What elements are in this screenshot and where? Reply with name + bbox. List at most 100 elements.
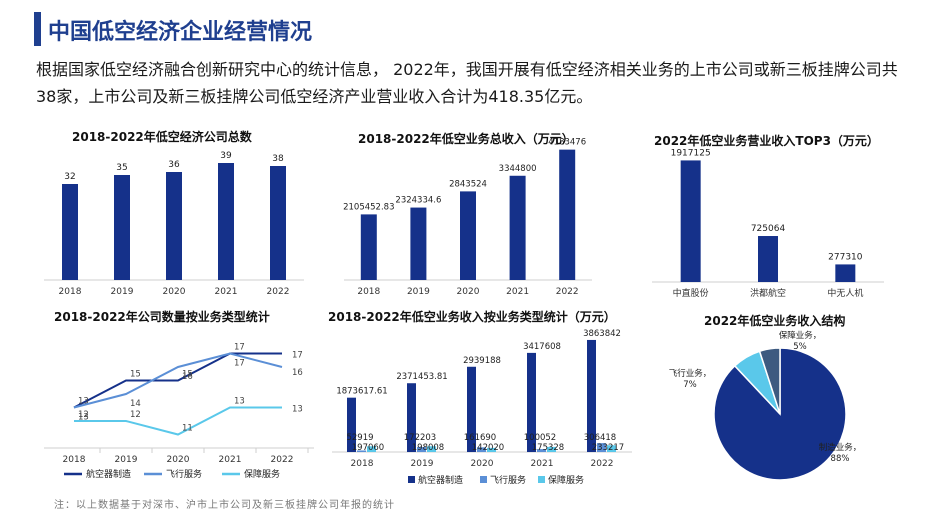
- line-label-1-4: 16: [292, 368, 303, 378]
- title-accent-bar: [34, 12, 41, 46]
- legend-label-0: 航空器制造: [86, 468, 131, 480]
- bar-0-3: [527, 352, 536, 452]
- company-count-title: 2018-2022年低空经济公司总数: [72, 130, 252, 144]
- revenue-by-type-title: 2018-2022年低空业务收入按业务类型统计（万元）: [328, 310, 616, 324]
- legend-swatch-1: [480, 476, 487, 483]
- x-tick-label-1: 2019: [411, 459, 434, 469]
- bar-0-0: [347, 397, 356, 452]
- bar-label-4: 38: [272, 154, 284, 164]
- bar-label-3: 3344800: [499, 164, 537, 174]
- bar-1-2: [477, 447, 486, 452]
- bar-label-1-4: 306418: [584, 433, 616, 443]
- pie-value-1: 7%: [683, 380, 697, 390]
- bar-label-0: 2105452.83: [343, 202, 394, 212]
- line-series-2: [74, 406, 282, 436]
- line-label-2-3: 13: [234, 397, 245, 407]
- bar-label-2-0: 197060: [352, 443, 384, 453]
- bar-label-0-1: 2371453.81: [396, 372, 447, 382]
- x-tick-label-0: 2018: [59, 287, 82, 297]
- bar-2-3: [547, 446, 556, 452]
- revenue-structure-panel: 2022年低空业务收入结构 制造业务， 88% 飞行业务， 7% 保障业务， 5%: [660, 306, 920, 486]
- bar-label-2: 277310: [828, 252, 863, 262]
- bar-0: [360, 214, 377, 280]
- revenue-total-panel: 2018-2022年低空业务总收入（万元） 2105452.83 2018 2324…: [340, 124, 608, 300]
- bar-1: [410, 207, 427, 280]
- bar-label-1-1: 172203: [404, 433, 436, 443]
- bar-label-1: 2324334.6: [395, 196, 441, 206]
- bar-label-2-3: 175328: [532, 443, 564, 453]
- x-tick-label-4: 2022: [271, 455, 294, 465]
- revenue-by-type-panel: 2018-2022年低空业务收入按业务类型统计（万元） 2018 1873617.…: [322, 306, 652, 490]
- bar-label-2: 36: [168, 160, 180, 170]
- bar-label-2-2: 142020: [472, 443, 504, 453]
- bar-label-1-0: 52919: [346, 433, 373, 443]
- bar-1-1: [417, 447, 426, 452]
- x-tick-label-4: 2022: [267, 287, 290, 297]
- line-label-1-3: 17: [234, 359, 245, 369]
- bar-4: [270, 166, 286, 280]
- top3-panel: 2022年低空业务营业收入TOP3（万元） 1917125 中直股份 725064 洪…: [648, 124, 898, 304]
- x-tick-label-2: 2020: [167, 455, 190, 465]
- bar-label-1: 35: [116, 163, 127, 173]
- x-tick-label-1: 2019: [407, 287, 430, 297]
- pie-name-2: 保障业务，: [779, 330, 822, 341]
- intro-paragraph: 根据国家低空经济融合创新研究中心的统计信息， 2022年，我国开展有低空经济相关…: [36, 60, 898, 106]
- pie-name-0: 制造业务，: [819, 442, 862, 453]
- x-tick-label-3: 2021: [219, 455, 242, 465]
- bar-0: [62, 184, 78, 280]
- bar-2-1: [427, 446, 436, 452]
- bar-label-0-0: 1873617.61: [336, 387, 387, 397]
- x-tick-label-2: 2020: [457, 287, 480, 297]
- line-label-0-3: 17: [234, 343, 245, 353]
- legend-label-2: 保障服务: [548, 474, 584, 486]
- company-count-chart: 32 2018 35 2019 36 2020 39 2021 38 2022: [44, 151, 304, 297]
- legend-label-1: 飞行服务: [490, 474, 526, 486]
- pie-name-1: 飞行业务，: [669, 368, 712, 379]
- x-tick-label-0: 2018: [63, 455, 86, 465]
- bar-0: [680, 160, 701, 282]
- x-tick-label-0: 中直股份: [673, 287, 709, 299]
- page-title: 中国低空经济企业经营情况: [48, 20, 313, 45]
- bar-1-4: [597, 443, 606, 452]
- pie-slice-2: [758, 347, 781, 415]
- bar-label-1-3: 100052: [524, 433, 556, 443]
- legend-label-2: 保障服务: [244, 468, 280, 480]
- line-series-0: [73, 352, 282, 409]
- x-tick-label-0: 2018: [357, 287, 380, 297]
- bar-label-2: 2843524: [449, 179, 487, 189]
- bar-label-0-4: 3863842: [583, 329, 621, 339]
- x-tick-label-1: 洪都航空: [750, 287, 786, 299]
- bar-label-0: 32: [64, 172, 75, 182]
- x-tick-label-2: 2020: [163, 287, 186, 297]
- bar-label-3: 39: [220, 151, 232, 161]
- revenue-structure-chart: 制造业务，88% 飞行业务，7% 保障业务，5%: [669, 330, 862, 481]
- legend-swatch-2: [538, 476, 545, 483]
- bar-2-0: [367, 446, 376, 452]
- bar-1-0: [357, 450, 366, 452]
- bar-2: [835, 264, 856, 282]
- bar-2: [460, 191, 476, 280]
- x-tick-label-4: 2022: [556, 287, 579, 297]
- bar-label-2-4: 233217: [592, 443, 624, 453]
- bar-0-2: [467, 366, 476, 452]
- bar-0-4: [587, 339, 596, 452]
- line-label-0-0: 13: [78, 397, 89, 407]
- bar-1: [114, 175, 130, 280]
- bar-label-4: 4183476: [548, 138, 586, 148]
- line-label-0-4: 17: [292, 351, 303, 361]
- x-tick-label-3: 2021: [215, 287, 238, 297]
- bar-label-0-2: 2939188: [463, 356, 501, 366]
- bar-label-2-1: 198008: [412, 443, 444, 453]
- x-tick-label-4: 2022: [591, 459, 614, 469]
- revenue-structure-title: 2022年低空业务收入结构: [704, 314, 846, 328]
- bar-2: [166, 172, 182, 280]
- pie-value-2: 5%: [793, 342, 807, 352]
- line-label-0-1: 15: [130, 370, 141, 380]
- x-tick-label-0: 2018: [351, 459, 374, 469]
- bar-1: [758, 236, 778, 282]
- count-by-type-title: 2018-2022年公司数量按业务类型统计: [54, 310, 270, 324]
- bar-label-0-3: 3417608: [523, 342, 561, 352]
- legend-label-0: 航空器制造: [418, 474, 463, 486]
- line-label-1-1: 14: [130, 399, 141, 409]
